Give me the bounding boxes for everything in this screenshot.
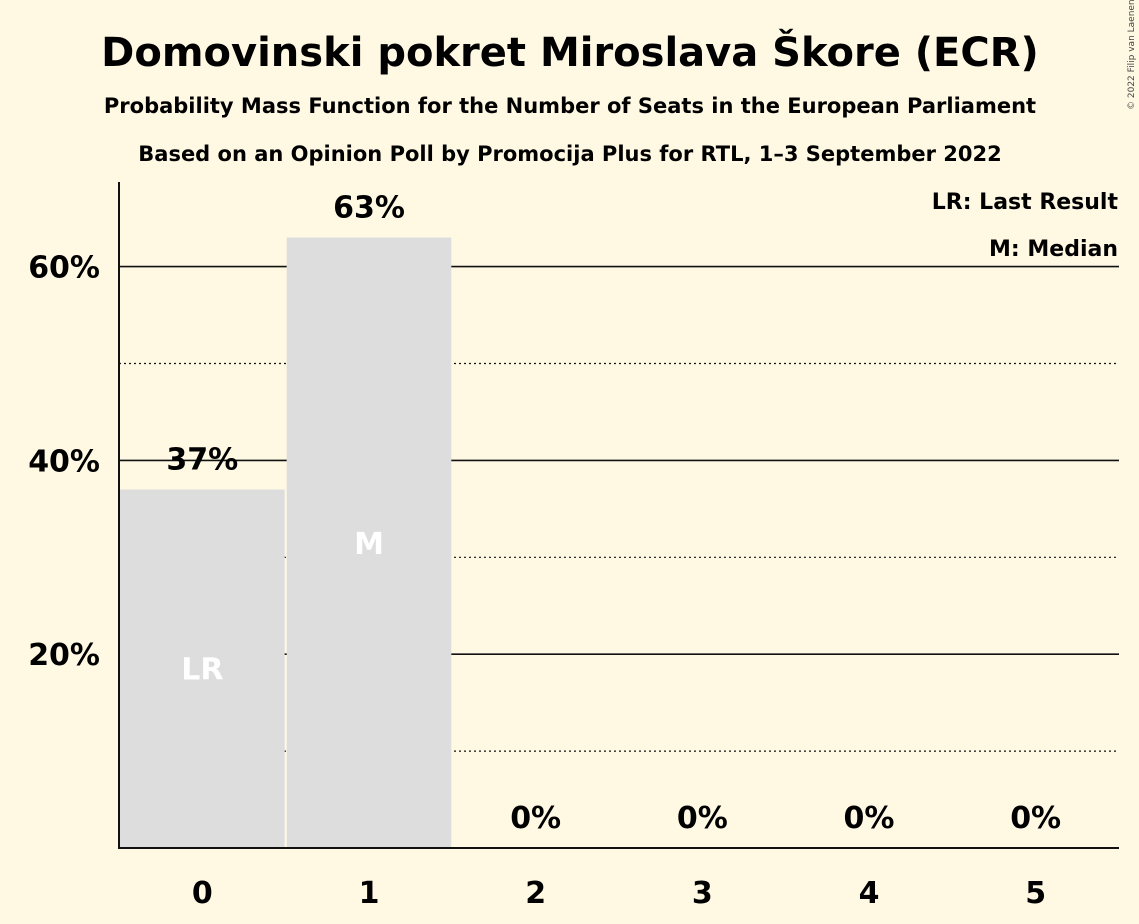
bar-value-label: 37% bbox=[166, 442, 238, 477]
bar-marker-label: M bbox=[354, 527, 384, 562]
x-tick-label: 5 bbox=[1025, 876, 1046, 911]
bars bbox=[120, 237, 452, 848]
legend-last-result: LR: Last Result bbox=[932, 190, 1119, 215]
x-axis-labels: 0 1 2 3 4 5 bbox=[192, 876, 1046, 911]
bar-value-label: 0% bbox=[677, 801, 728, 836]
x-tick-label: 2 bbox=[525, 876, 546, 911]
x-tick-label: 1 bbox=[359, 876, 380, 911]
chart-title: Domovinski pokret Miroslava Škore (ECR) bbox=[101, 28, 1039, 76]
copyright-text: © 2022 Filip van Laenen bbox=[1127, 0, 1137, 110]
bar bbox=[120, 489, 285, 848]
bar-value-label: 0% bbox=[1010, 801, 1061, 836]
x-tick-label: 3 bbox=[692, 876, 713, 911]
bar-value-label: 0% bbox=[844, 801, 895, 836]
bar-value-label: 63% bbox=[333, 191, 405, 226]
bar-marker-label: LR bbox=[181, 653, 223, 688]
chart-source: Based on an Opinion Poll by Promocija Pl… bbox=[138, 142, 1001, 166]
bar-value-label: 0% bbox=[510, 801, 561, 836]
x-tick-label: 4 bbox=[859, 876, 880, 911]
legend-median: M: Median bbox=[989, 237, 1118, 262]
y-tick-label: 20% bbox=[28, 638, 100, 673]
x-tick-label: 0 bbox=[192, 876, 213, 911]
bar-value-labels: 37% 63% 0% 0% 0% 0% bbox=[166, 191, 1061, 836]
y-axis-labels: 20% 40% 60% bbox=[28, 251, 100, 674]
y-tick-label: 60% bbox=[28, 251, 100, 286]
y-tick-label: 40% bbox=[28, 444, 100, 479]
chart-subtitle: Probability Mass Function for the Number… bbox=[104, 94, 1036, 118]
bar-markers: LR M bbox=[181, 527, 384, 688]
gridlines bbox=[119, 265, 1119, 752]
bar bbox=[286, 237, 452, 848]
